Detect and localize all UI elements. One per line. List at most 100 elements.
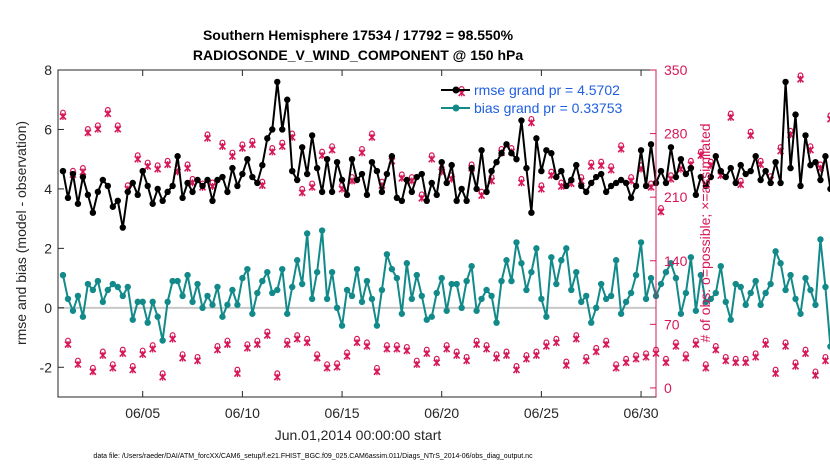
bias-point	[348, 292, 356, 300]
bias-point	[244, 265, 251, 273]
bias-point	[597, 280, 605, 288]
obs-assimilated-marker	[154, 165, 162, 173]
obs-assimilated-marker	[752, 353, 760, 361]
obs-assimilated-marker	[263, 331, 271, 339]
rmse-point	[662, 179, 670, 187]
bias-point	[533, 245, 540, 252]
rmse-point	[423, 197, 430, 204]
bias-point	[672, 274, 680, 282]
bias-point	[802, 274, 809, 282]
bias-point	[303, 230, 311, 237]
bias-point	[328, 268, 336, 276]
rmse-point	[483, 188, 490, 196]
rmse-point	[433, 191, 440, 199]
bias-point	[134, 298, 141, 306]
bias-point	[89, 286, 97, 294]
obs-assimilated-marker	[109, 364, 117, 372]
bias-point	[358, 298, 366, 306]
rmse-point	[393, 194, 401, 202]
bias-point	[622, 298, 630, 306]
bias-point	[667, 260, 675, 267]
y-axis-label: rmse and bias (model - observation)	[13, 121, 29, 345]
y-right-tick-label: 140	[664, 253, 688, 269]
rmse-point	[298, 144, 306, 151]
bias-point	[393, 274, 401, 282]
obs-assimilated-marker	[617, 145, 625, 153]
obs-assimilated-marker	[278, 142, 286, 151]
obs-assimilated-marker	[722, 357, 730, 365]
rmse-point	[543, 147, 550, 154]
obs-assimilated-marker	[602, 340, 610, 349]
obs-assimilated-marker	[632, 355, 640, 363]
legend-rmse-marker	[452, 86, 460, 94]
rmse-point	[752, 153, 759, 160]
obs-assimilated-marker	[597, 161, 605, 170]
bias-point	[637, 239, 645, 246]
rmse-point	[458, 185, 465, 193]
obs-assimilated-marker	[502, 351, 511, 359]
rmse-point	[378, 188, 386, 196]
rmse-point	[323, 155, 331, 163]
x-tick-label: 06/15	[325, 405, 360, 421]
bias-point	[468, 263, 475, 270]
obs-assimilated-marker	[358, 149, 366, 157]
bias-point	[408, 295, 416, 303]
bias-point	[732, 280, 739, 288]
rmse-point	[473, 185, 480, 193]
rmse-point	[69, 170, 77, 178]
obs-assimilated-marker	[303, 339, 311, 347]
bias-point	[428, 313, 435, 320]
rmse-point	[817, 176, 824, 184]
obs-assimilated-marker	[697, 152, 705, 160]
bias-point	[687, 254, 695, 261]
bias-point	[548, 254, 555, 261]
obs-assimilated-marker	[268, 148, 276, 156]
legend: rmse grand pr = 4.5702 bias grand pr = 0…	[441, 82, 622, 116]
bias-point	[602, 295, 610, 303]
bias-point	[493, 319, 500, 326]
legend-bias-label: bias grand pr = 0.33753	[474, 100, 622, 116]
obs-assimilated-marker	[99, 351, 107, 359]
rmse-point	[358, 170, 366, 178]
rmse-point	[737, 161, 744, 169]
x-axis-ticks: 06/05 06/10 06/15 06/20 06/25 06/30	[125, 70, 659, 421]
bias-point	[159, 337, 166, 344]
rmse-point	[553, 173, 560, 181]
rmse-point	[593, 173, 600, 181]
bias-point	[343, 286, 351, 294]
bias-point	[363, 277, 371, 285]
obs-assimilated-marker	[343, 352, 351, 360]
rmse-point	[388, 153, 396, 160]
bias-point	[104, 286, 112, 294]
obs-assimilated-marker	[692, 340, 700, 349]
bias-point	[518, 260, 525, 267]
chart-title: Southern Hemisphere 17534 / 17792 = 98.5…	[203, 27, 514, 43]
bias-point	[313, 268, 321, 276]
rmse-point	[59, 167, 67, 175]
obs-assimilated-marker	[428, 155, 436, 163]
obs-assimilated-marker	[791, 362, 800, 370]
bias-point	[274, 286, 281, 294]
obs-assimilated-marker	[682, 354, 690, 362]
rmse-point	[274, 78, 281, 86]
rmse-point	[74, 200, 82, 207]
rmse-point	[174, 153, 181, 160]
bias-point	[239, 274, 246, 282]
rmse-point	[622, 179, 630, 187]
rmse-point	[149, 200, 156, 207]
obs-assimilated-marker	[732, 359, 740, 367]
x-tick-label: 06/30	[624, 405, 659, 421]
obs-assimilated-marker	[323, 364, 331, 372]
obs-assimilated-marker	[213, 346, 222, 354]
bias-point	[194, 280, 201, 288]
rmse-point	[398, 197, 406, 204]
rmse-point	[493, 158, 500, 166]
rmse-point	[438, 158, 445, 166]
rmse-point	[169, 182, 176, 190]
obs-assimilated-marker	[59, 112, 67, 121]
bias-point	[254, 289, 261, 297]
obs-assimilated-marker	[433, 359, 441, 367]
bias-point	[627, 289, 635, 297]
rmse-point	[284, 96, 291, 103]
rmse-point	[508, 150, 515, 157]
